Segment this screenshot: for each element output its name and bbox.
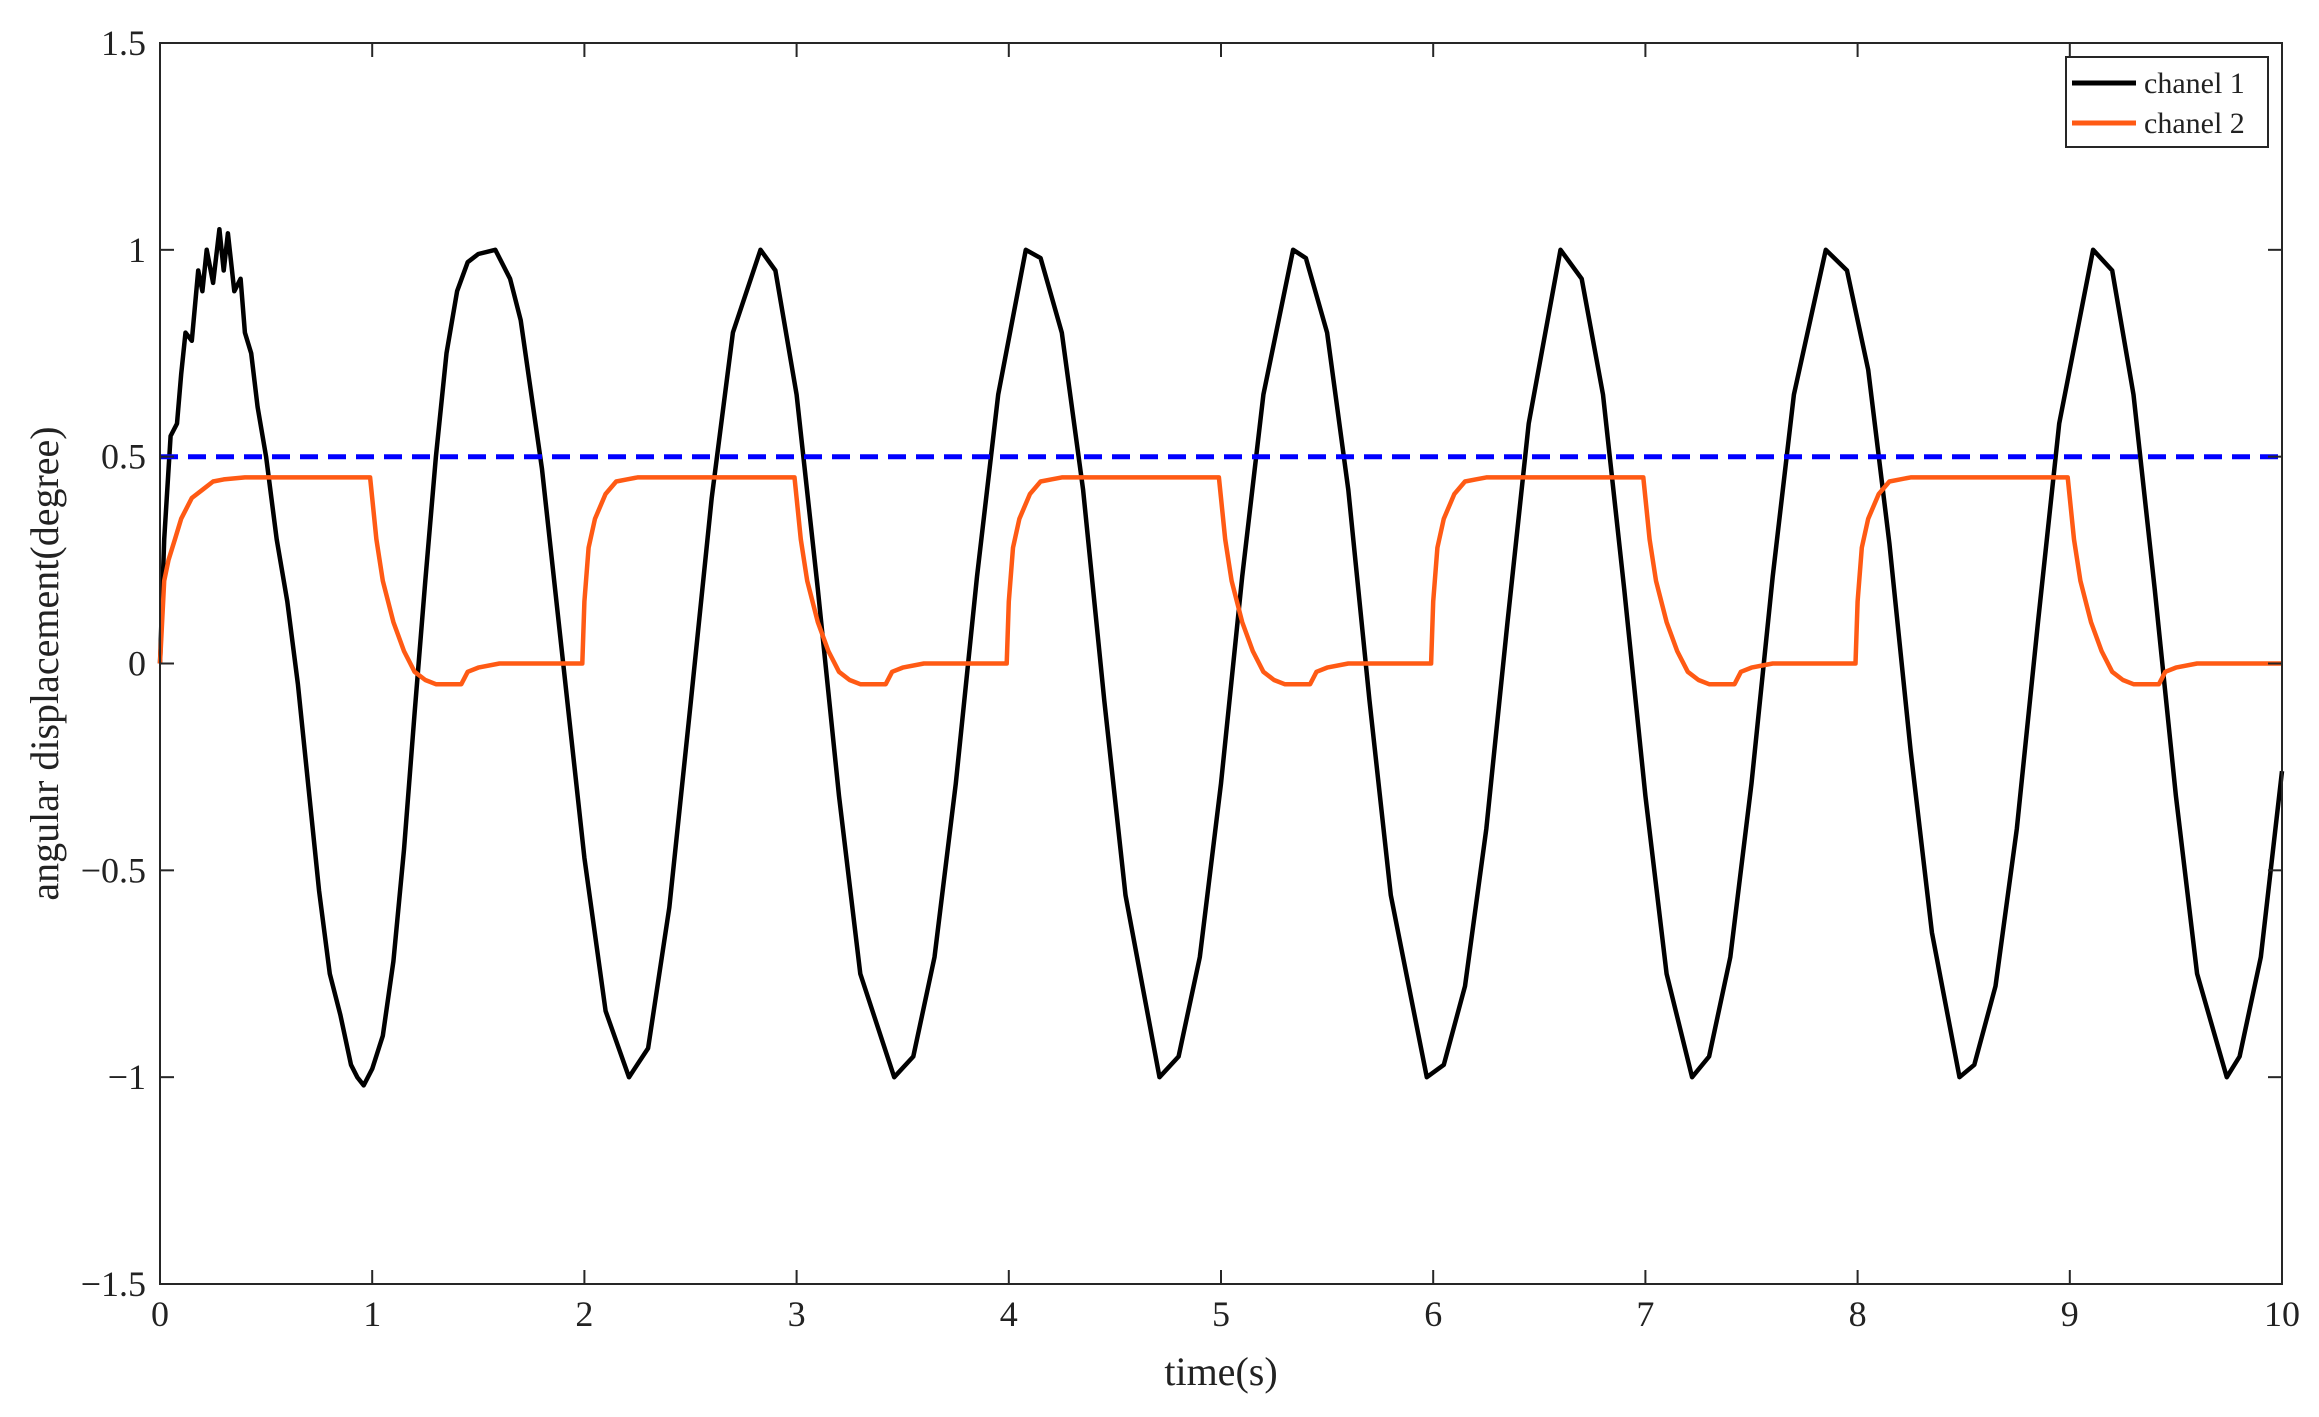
x-tick-label: 4 bbox=[1000, 1294, 1018, 1334]
x-tick-label: 6 bbox=[1424, 1294, 1442, 1334]
labels-layer: time(s) angular displacement(degree) bbox=[22, 426, 1278, 1394]
x-axis-label: time(s) bbox=[1164, 1349, 1277, 1394]
x-tick-label: 10 bbox=[2264, 1294, 2300, 1334]
y-tick-label: 1 bbox=[128, 230, 146, 270]
y-tick-label: 0.5 bbox=[101, 437, 146, 477]
axes-layer: 0 1 2 3 4 5 6 7 8 9 10 1.5 1 0.5 0 −0.5 −1 −1.5 bbox=[81, 23, 2300, 1334]
legend-box bbox=[2065, 56, 2269, 148]
x-tick-label: 2 bbox=[575, 1294, 593, 1334]
x-tick-label: 3 bbox=[788, 1294, 806, 1334]
legend: chanel 1 chanel 2 bbox=[2065, 56, 2269, 148]
x-tick-label: 5 bbox=[1212, 1294, 1230, 1334]
series-chanel-1 bbox=[157, 226, 2285, 1088]
x-tick-label: 0 bbox=[151, 1294, 169, 1334]
y-axis-label: angular displacement(degree) bbox=[22, 426, 67, 900]
y-tick-label: −0.5 bbox=[81, 850, 146, 890]
series-chanel-2 bbox=[157, 475, 2282, 687]
series-layer bbox=[157, 226, 2285, 1088]
y-tick-label: 1.5 bbox=[101, 23, 146, 63]
x-tick-label: 9 bbox=[2061, 1294, 2079, 1334]
x-tick-label: 8 bbox=[1849, 1294, 1867, 1334]
legend-label: chanel 1 bbox=[2144, 67, 2245, 100]
legend-label: chanel 2 bbox=[2144, 107, 2245, 140]
y-tick-label: −1 bbox=[108, 1057, 146, 1097]
y-tick-label: 0 bbox=[128, 644, 146, 684]
x-tick-label: 7 bbox=[1636, 1294, 1654, 1334]
x-tick-label: 1 bbox=[363, 1294, 381, 1334]
y-tick-label: −1.5 bbox=[81, 1264, 146, 1304]
